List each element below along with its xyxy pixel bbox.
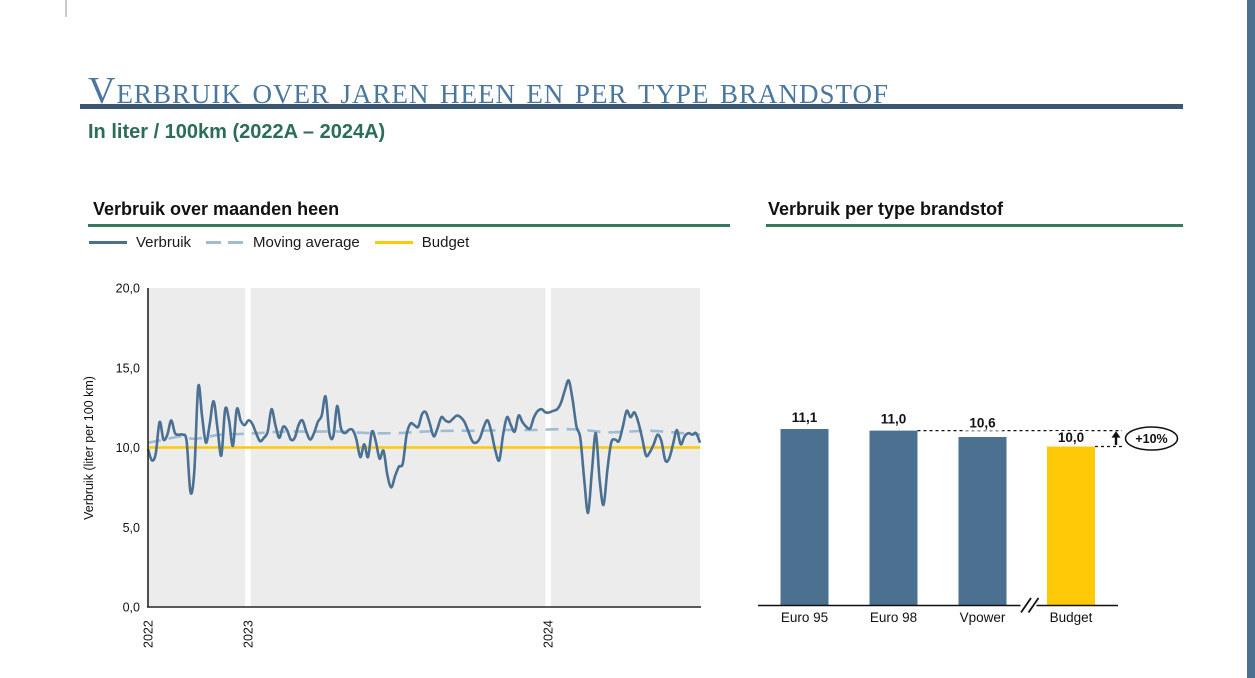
legend-item-budget: Budget — [374, 234, 470, 251]
x-tick-label: 2022 — [142, 620, 156, 648]
value-label-backing — [1051, 431, 1091, 446]
axis-break-mark — [1027, 597, 1040, 614]
bar-value-label: 11,0 — [881, 412, 907, 427]
legend-label-budget: Budget — [421, 234, 470, 251]
bar-value-label: 11,1 — [792, 410, 818, 425]
moving-average-swatch — [206, 241, 244, 244]
y-tick-label: 10,0 — [116, 441, 140, 455]
page-edge-tick — [65, 0, 67, 17]
axis-break-mark — [1020, 597, 1032, 614]
bar-chart-title: Verbruik per type brandstof — [768, 199, 1004, 219]
page-subtitle: In liter / 100km (2022A – 2024A) — [88, 121, 386, 143]
value-label-backing — [962, 416, 1003, 431]
verbruik-line-swatch — [89, 241, 127, 244]
bar-category-label: Euro 98 — [870, 610, 917, 625]
bar-category-label: Vpower — [960, 610, 1006, 625]
x-tick-label: 2023 — [241, 620, 255, 648]
y-tick-label: 20,0 — [116, 282, 140, 296]
delta-annotation-ellipse — [1124, 426, 1179, 451]
delta-arrow-head — [1111, 431, 1121, 438]
bar-value-label: 10,6 — [969, 416, 996, 431]
x-tick-label: 2024 — [542, 620, 556, 648]
verbruik-line — [146, 379, 702, 515]
delta-annotation-label: +10% — [1135, 432, 1167, 446]
bar-category-label: Euro 95 — [781, 610, 828, 625]
bar-euro-95 — [780, 429, 829, 606]
y-axis-title: Verbruik (liter per 100 km) — [82, 376, 96, 520]
line-chart-title: Verbruik over maanden heen — [93, 199, 340, 219]
legend-item-moving-average: Moving average — [206, 234, 360, 251]
bar-category-label: Budget — [1050, 610, 1093, 625]
y-tick-label: 5,0 — [123, 521, 140, 535]
title-divider — [80, 104, 1183, 109]
line-chart-title-rule — [88, 224, 730, 227]
line-chart-legend: Verbruik Moving average Budget — [89, 234, 469, 251]
bar-euro-98 — [869, 430, 918, 606]
right-edge-accent-bar — [1247, 0, 1255, 678]
y-tick-label: 15,0 — [116, 361, 140, 375]
bar-chart-title-rule — [766, 224, 1183, 227]
bar-budget — [1047, 446, 1095, 606]
bar-vpower — [958, 437, 1007, 606]
y-tick-label: 0,0 — [123, 601, 140, 615]
legend-label-moving-average: Moving average — [253, 234, 360, 251]
legend-label-verbruik: Verbruik — [136, 234, 192, 251]
legend-item-verbruik: Verbruik — [89, 234, 191, 251]
bar-value-label: 10,0 — [1058, 430, 1084, 445]
budget-line-swatch — [374, 241, 413, 244]
